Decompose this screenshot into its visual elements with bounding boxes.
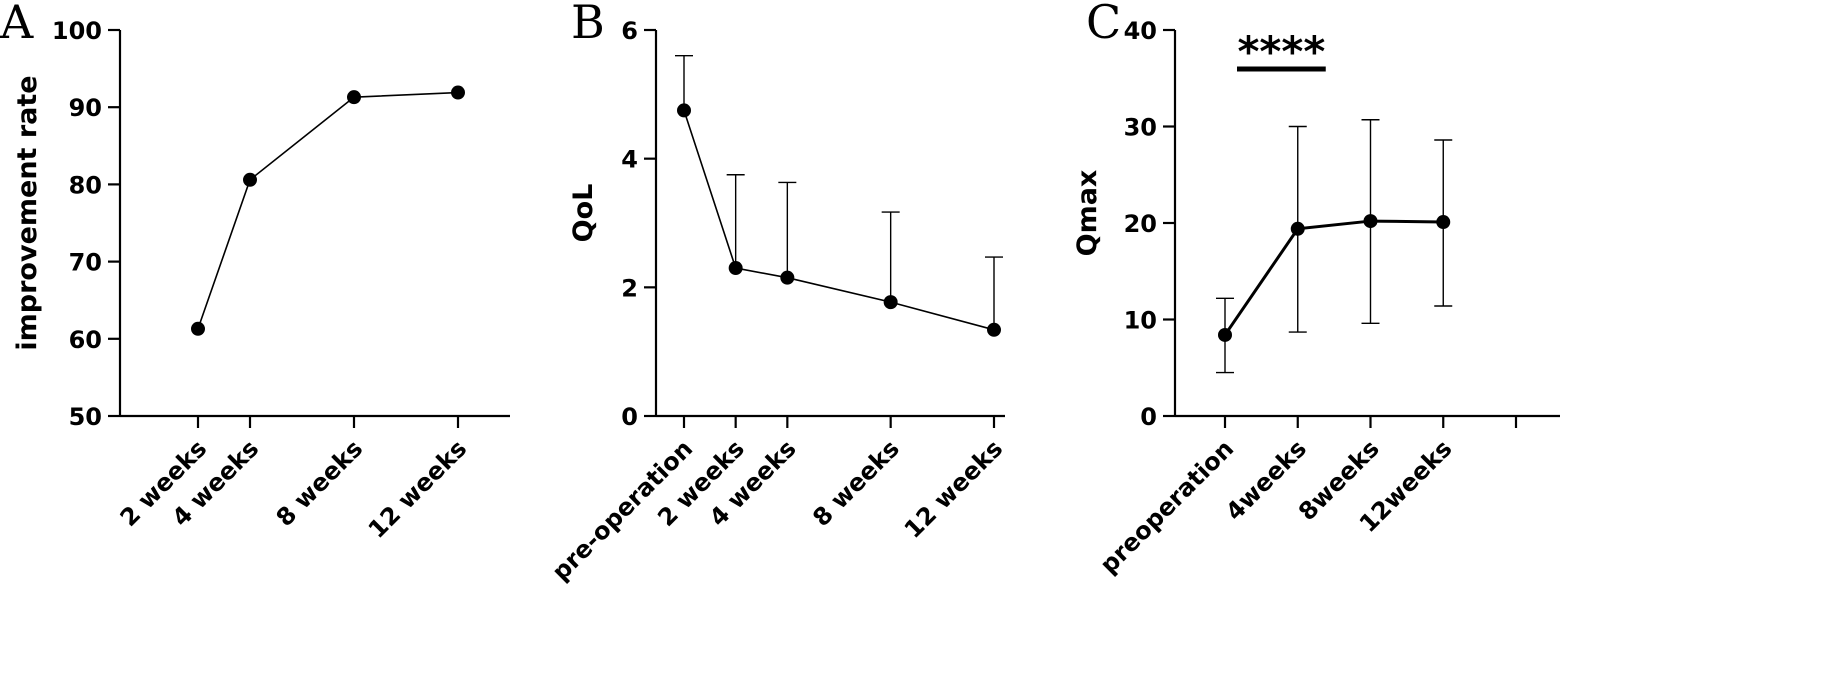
panel-letter: B — [571, 0, 605, 49]
data-point — [677, 103, 691, 118]
data-point — [1363, 214, 1378, 229]
data-point — [987, 322, 1001, 337]
y-tick-label: 20 — [1124, 210, 1157, 238]
data-point — [728, 261, 743, 276]
series-line — [1223, 219, 1444, 336]
y-tick-label: 30 — [1124, 114, 1157, 142]
y-tick-label: 60 — [69, 326, 102, 354]
y-tick-label: 50 — [69, 403, 102, 431]
y-tick-label: 6 — [621, 17, 638, 45]
data-point — [191, 321, 205, 336]
data-point — [347, 90, 361, 105]
x-tick-label: 12 weeks — [363, 434, 472, 543]
x-tick-label: 8 weeks — [271, 434, 369, 532]
y-axis-title: improvement rate — [12, 75, 43, 350]
y-axis-title: QoL — [568, 184, 599, 243]
y-tick-label: 4 — [621, 146, 638, 174]
y-tick-label: 70 — [69, 249, 102, 277]
panel-c: C010203040Qmaxpreoperation4weeks8weeks12… — [1072, 0, 1560, 579]
series-line — [197, 91, 459, 330]
data-point — [1218, 327, 1232, 342]
y-tick-label: 0 — [1140, 403, 1157, 431]
y-tick-label: 100 — [52, 17, 102, 45]
y-tick-label: 0 — [621, 403, 638, 431]
x-tick-label: preoperation — [1095, 434, 1240, 579]
data-point — [780, 270, 795, 285]
data-point — [1436, 215, 1451, 230]
data-point — [883, 295, 898, 310]
x-tick-label: 12 weeks — [899, 434, 1008, 543]
y-axis-title: Qmax — [1072, 170, 1103, 257]
significance-label: **** — [1237, 27, 1325, 76]
y-tick-label: 80 — [69, 171, 102, 199]
panel-letter: C — [1086, 0, 1121, 49]
y-tick-label: 2 — [621, 274, 638, 302]
data-point — [1290, 221, 1305, 236]
y-tick-label: 90 — [69, 94, 102, 122]
data-point — [451, 85, 465, 100]
y-tick-label: 40 — [1124, 17, 1157, 45]
x-tick-label: 8 weeks — [807, 434, 905, 532]
y-tick-label: 10 — [1124, 307, 1157, 335]
data-point — [243, 172, 257, 187]
series-line — [683, 110, 995, 331]
panel-letter: A — [0, 0, 34, 49]
